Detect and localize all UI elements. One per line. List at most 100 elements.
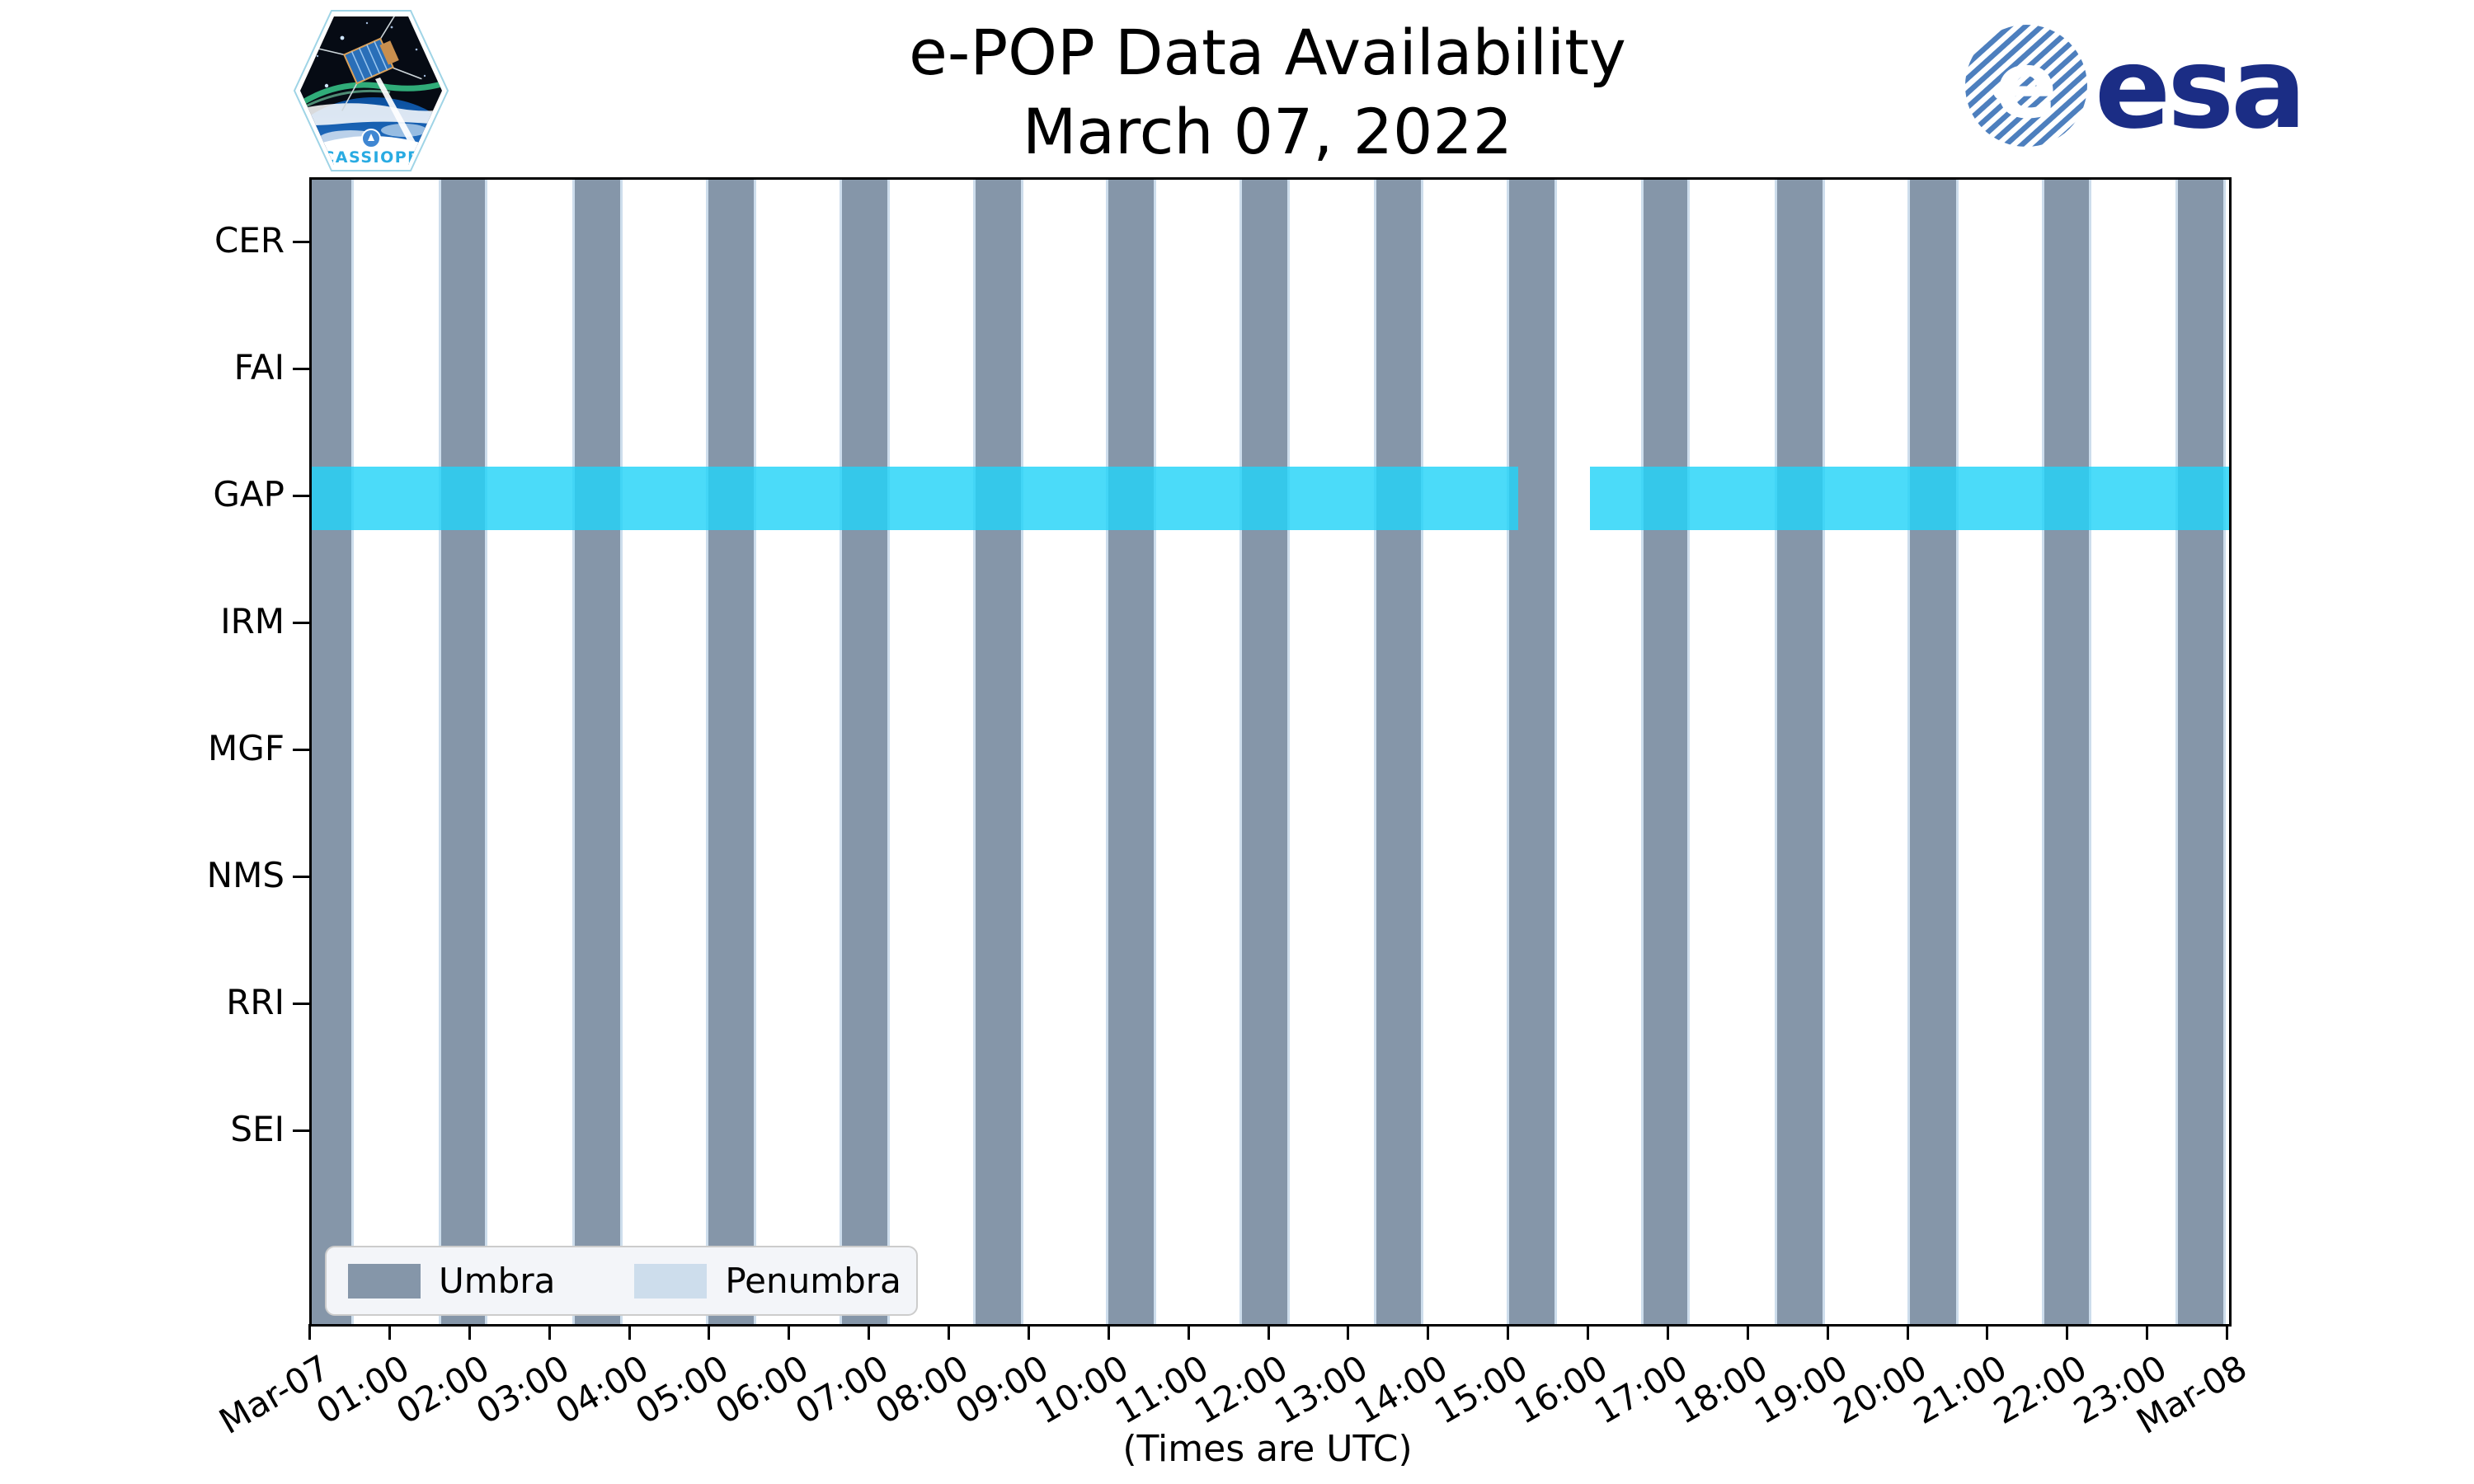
umbra-bar [574,180,620,1324]
penumbra-strip [1021,180,1024,1324]
umbra-bar [2178,180,2224,1324]
penumbra-strip [485,180,488,1324]
x-tick-mark [1187,1324,1190,1340]
esa-logo-svg: e esa [1965,24,2307,154]
penumbra-strip [1374,180,1377,1324]
y-tick-label: MGF [208,728,285,768]
penumbra-strip [973,180,976,1324]
penumbra-strip [1154,180,1157,1324]
y-tick-label: IRM [220,601,285,641]
penumbra-strip [1687,180,1691,1324]
cassiope-label: CASSIOPE [322,148,419,167]
x-tick-mark [1267,1324,1270,1340]
y-tick-label: RRI [226,982,285,1022]
x-axis-note: (Times are UTC) [1122,1428,1413,1470]
penumbra-strip [1286,180,1290,1324]
cassiope-patch-svg: CASSIOPE [293,10,449,171]
penumbra-legend-label: Penumbra [725,1261,901,1301]
penumbra-strip [753,180,756,1324]
penumbra-strip [2042,180,2045,1324]
x-tick-label: 16:00 [1507,1347,1615,1432]
umbra-bar [2044,180,2090,1324]
x-tick-label: 09:00 [948,1347,1056,1432]
y-tick-mark [293,368,309,370]
umbra-bar [1776,180,1823,1324]
penumbra-strip [1907,180,1911,1324]
umbra-bar [1108,180,1155,1324]
x-tick-mark [788,1324,791,1340]
umbra-bar [1509,180,1555,1324]
plot-area [309,177,2232,1327]
penumbra-strip [1822,180,1825,1324]
x-tick-mark [308,1324,311,1340]
y-tick-mark [293,749,309,751]
penumbra-strip [1554,180,1558,1324]
svg-text:e: e [1995,32,2058,139]
penumbra-strip [351,180,355,1324]
esa-wordmark: esa [2095,24,2303,153]
x-tick-mark [868,1324,871,1340]
umbra-bar [1241,180,1287,1324]
y-tick-mark [293,1003,309,1005]
chart-subtitle-date: March 07, 2022 [1022,95,1513,168]
x-tick-label: 08:00 [868,1347,976,1432]
x-tick-mark [1027,1324,1030,1340]
x-tick-mark [1906,1324,1909,1340]
y-tick-mark [293,876,309,878]
x-tick-mark [1826,1324,1829,1340]
penumbra-strip [2175,180,2178,1324]
penumbra-strip [2089,180,2092,1324]
gap-availability-bar [312,467,1518,530]
y-tick-mark [293,622,309,624]
penumbra-strip [1105,180,1108,1324]
x-tick-label: 01:00 [309,1347,416,1432]
x-tick-mark [1986,1324,1989,1340]
umbra-bar [1910,180,1956,1324]
umbra-bar [842,180,887,1324]
x-tick-mark [1587,1324,1589,1340]
umbra-bar [312,180,352,1324]
penumbra-strip [1640,180,1644,1324]
umbra-legend-label: Umbra [439,1261,556,1301]
y-tick-label: FAI [233,347,285,387]
y-tick-mark [293,241,309,243]
y-tick-label: CER [214,220,285,261]
penumbra-strip [1507,180,1510,1324]
penumbra-strip [2223,180,2227,1324]
umbra-bar [440,180,486,1324]
penumbra-strip [1420,180,1423,1324]
chart-title-block: e-POP Data Availability March 07, 2022 [909,13,1626,171]
penumbra-strip [887,180,890,1324]
x-tick-mark [1507,1324,1510,1340]
esa-globe-icon: e [1965,25,2087,147]
y-tick-mark [293,1129,309,1132]
y-tick-label: SEI [230,1109,285,1149]
x-tick-mark [1427,1324,1430,1340]
umbra-legend-swatch [348,1263,421,1298]
x-tick-mark [1666,1324,1669,1340]
x-tick-mark [1746,1324,1749,1340]
x-tick-mark [708,1324,711,1340]
x-tick-mark [2226,1324,2228,1340]
penumbra-strip [840,180,843,1324]
penumbra-strip [1239,180,1242,1324]
chart-title: e-POP Data Availability [909,16,1626,89]
x-tick-mark [2146,1324,2149,1340]
x-tick-label: 17:00 [1587,1347,1695,1432]
y-tick-mark [293,495,309,497]
y-tick-label: NMS [206,855,285,895]
x-tick-mark [948,1324,950,1340]
umbra-bar [1376,180,1421,1324]
umbra-bar [1643,180,1688,1324]
umbra-bar [976,180,1022,1324]
x-tick-mark [1107,1324,1110,1340]
penumbra-strip [706,180,709,1324]
penumbra-strip [619,180,623,1324]
legend: Umbra Penumbra [325,1246,918,1316]
penumbra-strip [438,180,441,1324]
gap-availability-bar [1590,467,2229,530]
penumbra-strip [571,180,575,1324]
penumbra-strip [1955,180,1959,1324]
x-tick-label: 02:00 [388,1347,496,1432]
